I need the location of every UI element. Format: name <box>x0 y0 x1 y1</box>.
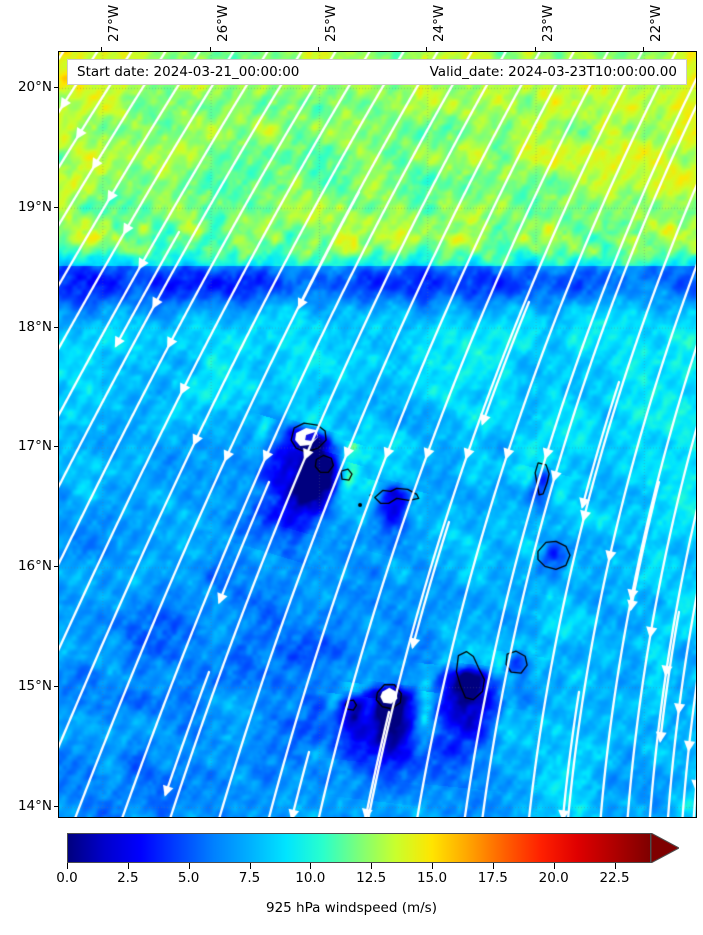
colorbar-extend-arrow-icon <box>651 833 679 863</box>
latitude-tick-label: 14°N <box>17 798 52 815</box>
colorbar-tick-mark <box>432 863 433 869</box>
longitude-tick-mark <box>317 47 319 51</box>
title-banner: Start date: 2024-03-21_00:00:00 Valid_da… <box>67 59 687 85</box>
latitude-tick-label: 16°N <box>17 558 52 575</box>
latitude-tick-mark <box>54 446 58 448</box>
latitude-tick-mark <box>54 806 58 808</box>
start-date-label: Start date: 2024-03-21_00:00:00 <box>77 64 300 80</box>
valid-date-label: Valid_date: 2024-03-23T10:00:00.00 <box>429 64 677 80</box>
colorbar-axis-label: 925 hPa windspeed (m/s) <box>266 900 437 916</box>
map-axes[interactable] <box>58 51 697 818</box>
longitude-tick-label: 27°W <box>106 4 123 42</box>
colorbar-tick-mark <box>492 863 494 869</box>
colorbar-tick-label: 12.5 <box>356 870 387 886</box>
latitude-tick-mark <box>54 86 58 88</box>
colorbar-tick-label: 10.0 <box>295 870 326 886</box>
longitude-tick-mark <box>101 47 103 51</box>
colorbar-tick-mark <box>127 863 129 869</box>
latitude-tick-label: 19°N <box>17 198 52 215</box>
colorbar-tick-label: 20.0 <box>538 870 569 886</box>
latitude-tick-label: 15°N <box>17 678 52 695</box>
colorbar-tick-mark <box>249 863 251 869</box>
colorbar-tick-mark <box>67 863 68 869</box>
latitude-tick-label: 18°N <box>17 318 52 335</box>
longitude-tick-label: 22°W <box>647 4 664 42</box>
latitude-tick-mark <box>54 326 58 328</box>
longitude-tick-mark <box>426 47 428 51</box>
colorbar-group: 0.0 2.5 5.0 7.5 10.0 12.5 15.0 17.5 20.0 22.5 925… <box>0 828 703 935</box>
colorbar-tick-label: 0.0 <box>56 870 78 886</box>
windspeed-field-container <box>59 52 696 817</box>
longitude-tick-mark <box>209 47 211 51</box>
longitude-tick-label: 25°W <box>322 4 339 42</box>
colorbar-tick-mark <box>614 863 616 869</box>
longitude-tick-mark <box>534 47 536 51</box>
longitude-tick-label: 26°W <box>214 4 231 42</box>
longitude-tick-label: 24°W <box>431 4 448 42</box>
latitude-tick-mark <box>54 566 58 568</box>
latitude-tick-label: 20°N <box>17 78 52 95</box>
colorbar-tick-label: 5.0 <box>177 870 200 886</box>
colorbar-tick-mark <box>371 863 373 869</box>
longitude-tick-label: 23°W <box>539 4 556 42</box>
longitude-tick-mark <box>642 47 644 51</box>
colorbar-tick-label: 22.5 <box>599 870 630 886</box>
colorbar-tick-label: 2.5 <box>117 870 139 886</box>
colorbar-tick-label: 15.0 <box>416 870 448 886</box>
wind-streamlines <box>59 52 696 817</box>
colorbar-tick-mark <box>310 863 312 869</box>
colorbar-tick-label: 17.5 <box>477 870 508 886</box>
latitude-tick-label: 17°N <box>17 438 52 455</box>
colorbar-tick-mark <box>553 863 555 869</box>
colorbar-tick-mark <box>188 863 190 869</box>
latitude-tick-mark <box>54 206 58 208</box>
latitude-tick-mark <box>54 686 58 688</box>
colorbar-gradient[interactable] <box>67 833 651 863</box>
colorbar-tick-label: 7.5 <box>238 870 261 886</box>
